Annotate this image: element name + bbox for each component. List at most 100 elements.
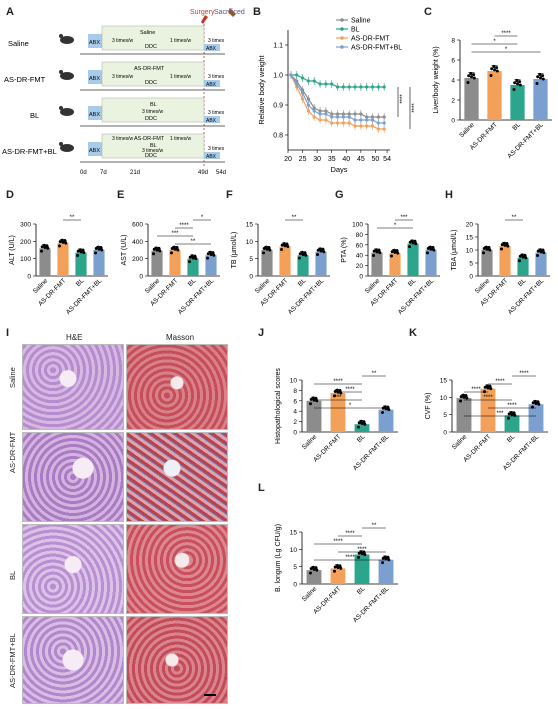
y-axis-label: Histopathological scores	[275, 368, 282, 444]
data-point	[316, 248, 320, 252]
y-tick-label: 20	[356, 263, 364, 270]
data-point	[536, 75, 540, 79]
sig-label: ****	[495, 379, 505, 385]
data-point	[510, 413, 514, 417]
data-point	[268, 248, 272, 252]
sig-label: *	[349, 403, 352, 409]
x-tick-label: Saline	[301, 433, 319, 451]
data-point	[289, 73, 293, 77]
frequency-label: 3 times/w	[142, 109, 164, 115]
panel-letter-j: J	[258, 327, 265, 339]
data-point	[387, 408, 391, 412]
data-point	[375, 250, 379, 254]
legend-label: AS-DR-FMT+BL	[351, 45, 402, 52]
abx-label: ABX	[206, 118, 217, 124]
data-point	[336, 566, 340, 570]
y-axis-label: TBA (μmol/L)	[451, 230, 458, 271]
data-point	[353, 118, 357, 122]
y-tick-label: 0	[469, 274, 473, 281]
bar	[93, 250, 105, 276]
data-point	[467, 74, 471, 78]
legend-marker	[340, 27, 344, 31]
data-point	[306, 103, 310, 107]
data-point	[359, 118, 363, 122]
data-point	[309, 571, 312, 575]
data-point	[378, 251, 382, 255]
y-tick-label: 0	[443, 430, 447, 437]
data-point	[339, 566, 343, 570]
data-point	[280, 247, 283, 251]
data-point	[333, 565, 337, 569]
panel-letter-f: F	[226, 189, 233, 201]
data-point	[357, 555, 360, 559]
day-label: 0d	[80, 170, 87, 176]
data-point	[524, 256, 528, 260]
data-point	[390, 254, 393, 258]
x-tick-label: 50	[372, 156, 380, 163]
bar	[354, 554, 370, 584]
bar	[533, 79, 548, 120]
data-point	[500, 247, 503, 251]
frequency-label: 3 times/w	[112, 74, 134, 80]
surgery-label: Surgery	[190, 9, 215, 16]
data-point	[482, 247, 486, 251]
bar	[297, 255, 309, 276]
data-point	[483, 385, 487, 389]
sig-label: **	[372, 523, 377, 529]
frequency-label: 1 times/w	[170, 136, 192, 142]
data-point	[300, 76, 305, 80]
y-axis-label: ALT (U/L)	[9, 235, 16, 265]
data-point	[58, 240, 62, 244]
sig-label: ****	[519, 371, 529, 377]
knife-icon	[228, 8, 236, 17]
data-point	[518, 83, 522, 87]
group-label: Saline	[8, 39, 29, 48]
data-point	[518, 80, 522, 84]
x-tick-label: BL	[407, 277, 418, 288]
data-point	[318, 82, 322, 86]
y-tick-label: 0	[359, 274, 363, 281]
y-tick-label: 10	[290, 547, 298, 554]
he-image-saline	[22, 344, 124, 430]
data-point	[370, 124, 375, 128]
data-point	[262, 251, 265, 255]
sig-label: ****	[400, 94, 406, 104]
data-point	[306, 97, 310, 101]
data-point	[152, 252, 155, 256]
bar	[480, 388, 496, 432]
gavage-tag: BL	[150, 143, 157, 149]
data-point	[304, 253, 308, 257]
data-point	[472, 76, 476, 80]
y-tick-label: 600	[132, 222, 143, 229]
y-tick-label: 0.8	[273, 133, 283, 140]
data-point	[376, 121, 380, 125]
data-point	[363, 553, 367, 557]
data-point	[43, 246, 47, 250]
y-tick-label: 15	[466, 235, 474, 242]
data-point	[170, 251, 173, 255]
y-tick-label: 200	[20, 239, 31, 246]
group-label: AS-DR-FMT	[4, 75, 46, 84]
bar	[330, 568, 346, 584]
data-point	[100, 248, 104, 252]
bar	[75, 252, 87, 276]
y-tick-label: 8	[451, 38, 455, 45]
y-tick-label: 6	[293, 398, 297, 405]
row-label-fmt-bl: AS-DR-FMT+BL	[8, 633, 17, 688]
sig-label: ***	[400, 215, 408, 221]
y-tick-label: 5	[249, 256, 253, 263]
data-point	[312, 115, 316, 119]
bar	[261, 250, 273, 276]
y-tick-label: 0	[293, 430, 297, 437]
sig-label: ****	[357, 547, 367, 553]
data-point	[393, 250, 397, 254]
data-point	[382, 127, 386, 131]
data-point	[485, 247, 489, 251]
data-point	[191, 256, 195, 260]
data-point	[324, 112, 328, 116]
bar	[510, 85, 525, 120]
y-axis-label: Relative body weight	[257, 54, 266, 124]
